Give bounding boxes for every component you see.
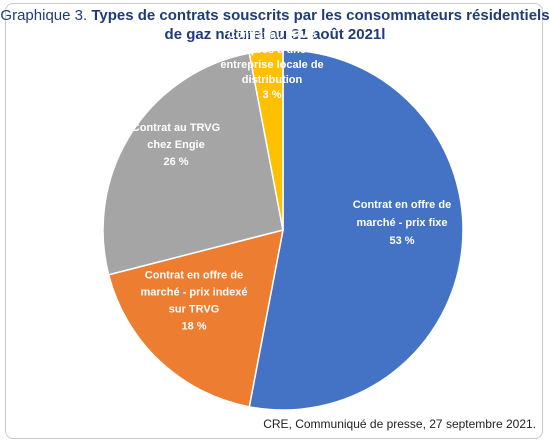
slice-label-3-line-3: 26 % [163,156,188,168]
title-line-1: Types de contrats souscrits par les cons… [91,7,550,24]
figure-number: Graphique 3. [0,7,88,24]
slice-label-4-line-1: Contrat au TRVG [228,29,316,41]
title-line-2: de gaz naturel au 31 août 2021l [164,26,386,43]
pie-slice-3 [102,52,284,276]
slice-label-3-line-1: Contrat au TRVG [132,122,220,134]
slice-label-4-line-4: distribution [242,74,303,86]
slice-label-4-line-2: auprès d'une [238,44,306,56]
slice-label-3-line-2: chez Engie [147,139,204,151]
chart-title: Graphique 3. Types de contrats souscrits… [0,6,550,44]
source-note: CRE, Communiqué de presse, 27 septembre … [263,417,536,431]
slice-label-4-line-3: entreprise locale de [220,59,323,71]
slice-label-2-line-4: 18 % [181,321,206,333]
slice-label-4: Contrat au TRVG auprès d'une entreprise lo… [220,29,323,101]
slice-label-1-line-2: marché - prix fixe [356,217,447,229]
slice-label-2-line-3: sur TRVG [169,304,220,316]
pie-slice-4 [248,49,284,231]
slice-label-4-line-5: 3 % [263,89,282,101]
slice-label-2-line-1: Contrat en offre de [145,270,243,282]
slice-label-1-line-3: 53 % [389,235,414,247]
pie-slice-1 [248,49,464,411]
slice-label-3: Contrat au TRVG chez Engie 26 % [132,122,220,168]
pie-slice-2 [107,228,284,408]
slice-label-1-line-1: Contrat en offre de [353,199,451,211]
slice-label-2-line-2: marché - prix indexé [141,287,248,299]
slice-label-1: Contrat en offre de marché - prix fixe 53 … [353,199,451,247]
slice-label-2: Contrat en offre de marché - prix indexé s… [141,270,248,333]
